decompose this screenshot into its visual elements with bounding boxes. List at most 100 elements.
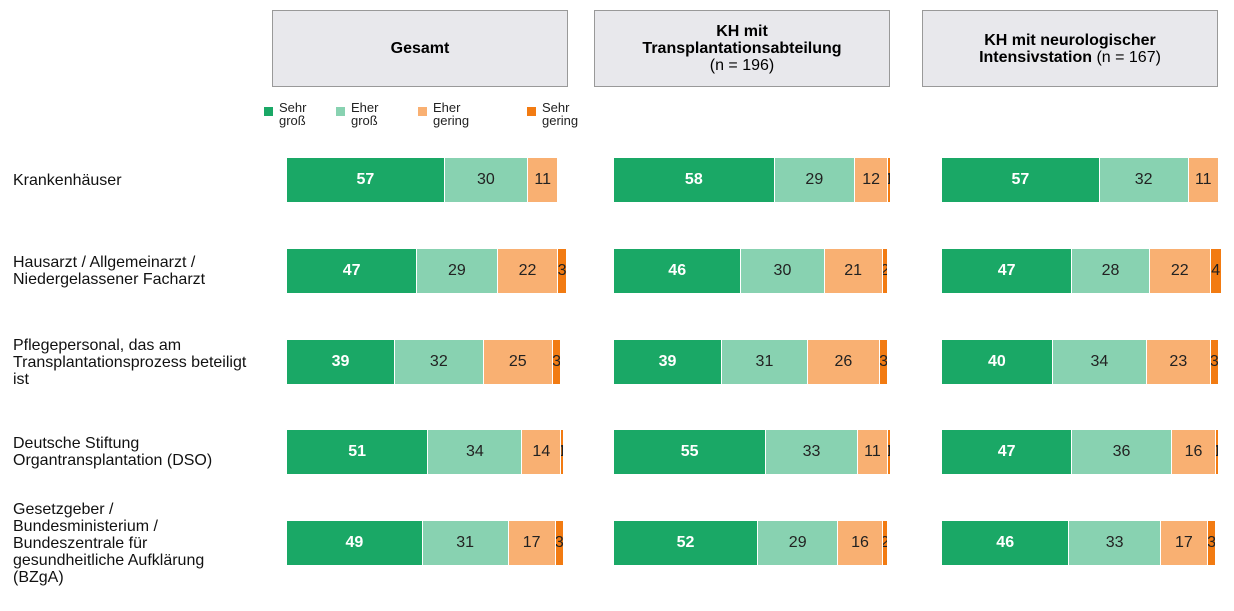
legend-swatch	[264, 107, 273, 116]
bar-segment: 57	[287, 158, 445, 202]
bar-segment: 46	[942, 521, 1070, 565]
value-label: 3	[555, 534, 564, 551]
bar-segment: 2	[882, 521, 889, 565]
bar-segment: 52	[614, 521, 759, 565]
value-label: 46	[996, 534, 1015, 551]
value-label: 31	[755, 353, 774, 370]
value-label: 31	[456, 534, 475, 551]
value-label: 58	[684, 171, 703, 188]
bar-segment: 11	[857, 430, 889, 474]
bar-segment: 29	[417, 249, 498, 293]
bar-segment: 22	[497, 249, 559, 293]
value-label: 17	[522, 534, 541, 551]
bar-segment: 47	[942, 430, 1073, 474]
bar-segment: 26	[807, 340, 880, 384]
bar-segment: 1	[888, 430, 891, 474]
bar-segment: 22	[1149, 249, 1211, 293]
header-text: KH mit Transplantationsabteilung (n = 19…	[635, 23, 850, 74]
bar-segment: 34	[428, 430, 523, 474]
value-label: 3	[1207, 534, 1217, 551]
legend-label: Sehr gering	[542, 100, 579, 128]
value-label: 33	[802, 443, 821, 460]
bar-segment: 16	[838, 521, 883, 565]
header-subtitle: (n = 196)	[709, 57, 775, 74]
value-label: 3	[1210, 353, 1219, 370]
value-label: 29	[447, 262, 466, 279]
bar-segment: 29	[774, 158, 855, 202]
bar-segment: 32	[1099, 158, 1189, 202]
category-label: Hausarzt / Allgemeinarzt / Niedergelasse…	[13, 254, 206, 288]
value-label: 57	[356, 171, 375, 188]
bar-segment: 40	[942, 340, 1053, 384]
bar-segment: 3	[1210, 340, 1219, 384]
value-label: 32	[429, 353, 448, 370]
bar-segment: 47	[942, 249, 1073, 293]
value-label: 26	[834, 353, 853, 370]
value-label: 47	[342, 262, 361, 279]
value-label: 47	[997, 443, 1016, 460]
bar-segment: 58	[614, 158, 775, 202]
value-label: 52	[676, 534, 695, 551]
value-label: 39	[331, 353, 350, 370]
bar-segment: 33	[1069, 521, 1161, 565]
value-label: 30	[773, 262, 792, 279]
legend-label: Eher groß	[351, 100, 379, 128]
value-label: 16	[1184, 443, 1203, 460]
value-label: 11	[1194, 171, 1212, 188]
value-label: 57	[1011, 171, 1030, 188]
value-label: 34	[465, 443, 484, 460]
category-label: Deutsche Stiftung Organtransplantation (…	[13, 435, 213, 469]
bar-segment: 1	[1216, 430, 1219, 474]
panel-header: KH mit neurologischer Intensivstation (n…	[922, 10, 1218, 87]
value-label: 22	[518, 262, 537, 279]
bar-segment: 34	[1052, 340, 1147, 384]
value-label: 47	[997, 262, 1016, 279]
bar-segment: 2	[882, 249, 889, 293]
value-label: 34	[1090, 353, 1109, 370]
bar-segment: 51	[287, 430, 429, 474]
value-label: 30	[477, 171, 495, 188]
bar-segment: 1	[888, 158, 891, 202]
category-label: Gesetzgeber / Bundesministerium / Bundes…	[13, 500, 205, 586]
bar-segment: 17	[508, 521, 556, 565]
value-label: 29	[805, 171, 824, 188]
bar-segment: 55	[614, 430, 767, 474]
bar-segment: 25	[483, 340, 553, 384]
legend-swatch	[418, 107, 427, 116]
bar-segment: 46	[614, 249, 742, 293]
header-title: KH mit Transplantationsabteilung	[642, 23, 842, 57]
value-label: 2	[883, 534, 888, 552]
value-label: 11	[534, 171, 552, 188]
value-label: 36	[1112, 443, 1131, 460]
bar-segment: 29	[758, 521, 839, 565]
value-label: 39	[658, 353, 677, 370]
value-label: 3	[552, 353, 562, 370]
bar-segment: 11	[1188, 158, 1219, 202]
value-label: 1	[561, 443, 563, 461]
value-label: 14	[532, 443, 551, 460]
bar-segment: 57	[942, 158, 1100, 202]
bar-segment: 3	[558, 249, 567, 293]
value-label: 46	[668, 262, 687, 279]
value-label: 12	[862, 171, 880, 188]
bar-segment: 11	[527, 158, 559, 202]
value-label: 16	[851, 534, 869, 551]
value-label: 28	[1101, 262, 1120, 279]
bar-segment: 4	[1210, 249, 1222, 293]
legend-swatch	[336, 107, 345, 116]
header-title: Gesamt	[390, 40, 450, 57]
bar-segment: 3	[1207, 521, 1217, 565]
bar-segment: 30	[741, 249, 825, 293]
value-label: 17	[1174, 534, 1193, 551]
value-label: 23	[1169, 353, 1188, 370]
value-label: 21	[844, 262, 862, 279]
bar-segment: 32	[395, 340, 484, 384]
value-label: 11	[864, 443, 881, 460]
value-label: 22	[1170, 262, 1189, 279]
category-label: Pflegepersonal, das am Transplantationsp…	[13, 336, 247, 388]
value-label: 32	[1134, 171, 1153, 188]
bar-segment: 17	[1160, 521, 1208, 565]
legend-label: Eher gering	[433, 100, 470, 128]
bar-segment: 28	[1072, 249, 1150, 293]
